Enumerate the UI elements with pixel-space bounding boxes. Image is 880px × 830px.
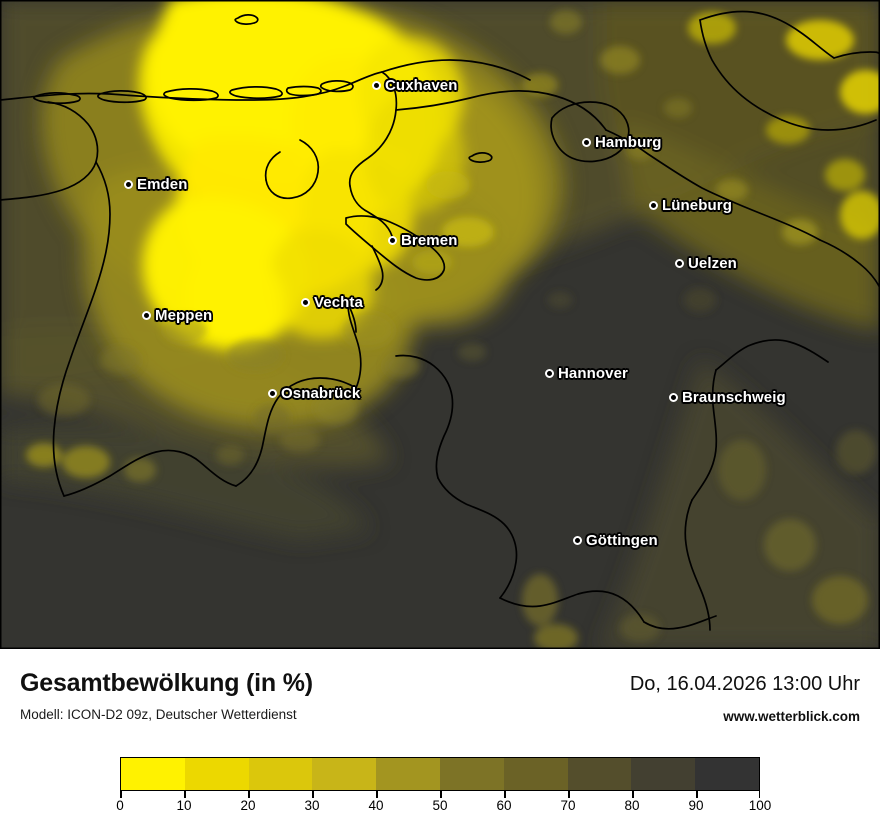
city-marker-bremen[interactable]: Bremen bbox=[388, 232, 457, 249]
city-label: Lüneburg bbox=[662, 197, 732, 214]
colorbar-swatches bbox=[120, 757, 760, 791]
colorbar-ticks bbox=[120, 791, 760, 799]
city-marker-cuxhaven[interactable]: Cuxhaven bbox=[372, 77, 458, 94]
city-dot-icon bbox=[669, 393, 678, 402]
map-frame bbox=[0, 0, 880, 649]
city-marker-uelzen[interactable]: Uelzen bbox=[675, 255, 737, 272]
city-marker-emden[interactable]: Emden bbox=[124, 176, 188, 193]
colorbar-tick-50 bbox=[440, 791, 442, 798]
city-dot-icon bbox=[301, 298, 310, 307]
map-borders bbox=[0, 10, 880, 631]
colorbar-tick-label-40: 40 bbox=[368, 798, 384, 813]
colorbar-swatch-5 bbox=[439, 758, 504, 790]
city-dot-icon bbox=[142, 311, 151, 320]
city-marker-osnabruck[interactable]: Osnabrück bbox=[268, 385, 360, 402]
colorbar-swatch-4 bbox=[376, 758, 440, 790]
colorbar-tick-80 bbox=[632, 791, 634, 798]
city-dot-icon bbox=[545, 369, 554, 378]
city-dot-icon bbox=[124, 180, 133, 189]
cloud-field bbox=[0, 0, 880, 649]
city-dot-icon bbox=[268, 389, 277, 398]
colorbar-tick-label-20: 20 bbox=[240, 798, 256, 813]
city-label: Cuxhaven bbox=[385, 77, 458, 94]
colorbar-tick-0 bbox=[120, 791, 122, 798]
city-dot-icon bbox=[573, 536, 582, 545]
valid-time: Do, 16.04.2026 13:00 Uhr bbox=[629, 673, 860, 695]
colorbar-tick-label-80: 80 bbox=[624, 798, 640, 813]
city-label: Meppen bbox=[155, 307, 213, 324]
colorbar-tick-90 bbox=[696, 791, 698, 798]
colorbar-swatch-9 bbox=[695, 758, 759, 790]
colorbar-tick-label-70: 70 bbox=[560, 798, 576, 813]
colorbar-tick-20 bbox=[248, 791, 250, 798]
city-marker-hamburg[interactable]: Hamburg bbox=[582, 134, 662, 151]
city-dot-icon bbox=[388, 236, 397, 245]
colorbar-tick-label-30: 30 bbox=[304, 798, 320, 813]
colorbar: 0 10 20 30 40 50 60 70 80 90 100 bbox=[116, 757, 771, 813]
colorbar-swatch-8 bbox=[631, 758, 696, 790]
city-dot-icon bbox=[649, 201, 658, 210]
city-marker-gottingen[interactable]: Göttingen bbox=[573, 532, 658, 549]
city-dot-icon bbox=[675, 259, 684, 268]
city-dot-icon bbox=[582, 138, 591, 147]
colorbar-swatch-6 bbox=[503, 758, 568, 790]
city-label: Osnabrück bbox=[281, 385, 361, 402]
city-dot-icon bbox=[372, 81, 381, 90]
colorbar-tick-label-50: 50 bbox=[432, 798, 448, 813]
colorbar-swatch-2 bbox=[248, 758, 313, 790]
site-url: www.wetterblick.com bbox=[723, 709, 860, 724]
map-canvas bbox=[0, 0, 880, 649]
colorbar-tick-30 bbox=[312, 791, 314, 798]
city-label: Hamburg bbox=[595, 134, 662, 151]
colorbar-swatch-1 bbox=[184, 758, 249, 790]
colorbar-swatch-7 bbox=[567, 758, 632, 790]
city-marker-hannover[interactable]: Hannover bbox=[545, 365, 628, 382]
colorbar-tick-label-90: 90 bbox=[688, 798, 704, 813]
map-footer: Gesamtbewölkung (in %) Modell: ICON-D2 0… bbox=[0, 649, 880, 830]
colorbar-tick-60 bbox=[504, 791, 506, 798]
city-marker-meppen[interactable]: Meppen bbox=[142, 307, 212, 324]
city-marker-vechta[interactable]: Vechta bbox=[301, 294, 363, 311]
colorbar-tick-70 bbox=[568, 791, 570, 798]
city-label: Göttingen bbox=[586, 532, 658, 549]
colorbar-tick-label-60: 60 bbox=[496, 798, 512, 813]
city-marker-luneburg[interactable]: Lüneburg bbox=[649, 197, 732, 214]
colorbar-tick-40 bbox=[376, 791, 378, 798]
city-label: Bremen bbox=[401, 232, 458, 249]
colorbar-tick-label-0: 0 bbox=[116, 798, 124, 813]
model-subtitle: Modell: ICON-D2 09z, Deutscher Wetterdie… bbox=[20, 707, 297, 722]
city-label: Braunschweig bbox=[682, 389, 786, 406]
city-label: Emden bbox=[137, 176, 188, 193]
city-label: Vechta bbox=[314, 294, 363, 311]
city-label: Hannover bbox=[558, 365, 628, 382]
page-title: Gesamtbewölkung (in %) bbox=[20, 669, 313, 697]
colorbar-swatch-3 bbox=[312, 758, 377, 790]
colorbar-tick-10 bbox=[184, 791, 186, 798]
colorbar-tick-label-100: 100 bbox=[748, 798, 772, 813]
weather-map[interactable]: Cuxhaven Hamburg Emden Lüneburg Bremen Uelzen… bbox=[0, 0, 880, 649]
colorbar-tick-label-10: 10 bbox=[176, 798, 192, 813]
city-marker-braunschweig[interactable]: Braunschweig bbox=[669, 389, 786, 406]
colorbar-swatch-0 bbox=[121, 758, 185, 790]
colorbar-tick-labels: 0 10 20 30 40 50 60 70 80 90 100 bbox=[116, 798, 771, 818]
colorbar-tick-100 bbox=[758, 791, 760, 798]
city-label: Uelzen bbox=[688, 255, 737, 272]
